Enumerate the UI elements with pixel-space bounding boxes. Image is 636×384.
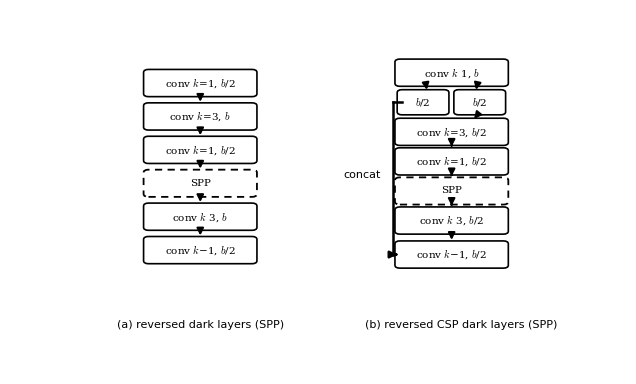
Text: conv $k$−1, $b$/2: conv $k$−1, $b$/2: [417, 248, 487, 262]
FancyBboxPatch shape: [395, 241, 508, 268]
Text: concat: concat: [343, 170, 381, 180]
Text: (b) reversed CSP dark layers (SPP): (b) reversed CSP dark layers (SPP): [365, 321, 558, 331]
FancyBboxPatch shape: [395, 59, 508, 86]
FancyBboxPatch shape: [397, 90, 449, 115]
FancyBboxPatch shape: [395, 118, 508, 146]
Text: conv $k$ 3, $b$: conv $k$ 3, $b$: [172, 210, 228, 223]
Text: conv $k$ 3, $b$/2: conv $k$ 3, $b$/2: [419, 214, 484, 227]
Text: conv $k$=1, $b$/2: conv $k$=1, $b$/2: [165, 143, 235, 157]
Text: (a) reversed dark layers (SPP): (a) reversed dark layers (SPP): [116, 321, 284, 331]
FancyBboxPatch shape: [144, 70, 257, 97]
FancyBboxPatch shape: [395, 207, 508, 234]
FancyBboxPatch shape: [144, 237, 257, 264]
FancyBboxPatch shape: [454, 90, 506, 115]
Text: conv $k$=1, $b$/2: conv $k$=1, $b$/2: [165, 76, 235, 90]
FancyBboxPatch shape: [144, 203, 257, 230]
FancyBboxPatch shape: [395, 177, 508, 205]
FancyBboxPatch shape: [144, 170, 257, 197]
Text: conv $k$ 1, $b$: conv $k$ 1, $b$: [424, 66, 480, 79]
Text: $b$/2: $b$/2: [472, 96, 488, 108]
FancyBboxPatch shape: [395, 148, 508, 175]
Text: SPP: SPP: [190, 179, 211, 188]
FancyBboxPatch shape: [144, 136, 257, 164]
Text: SPP: SPP: [441, 187, 462, 195]
Text: conv $k$=1, $b$/2: conv $k$=1, $b$/2: [417, 155, 487, 168]
Text: conv $k$=3, $b$: conv $k$=3, $b$: [169, 109, 231, 123]
Text: conv $k$−1, $b$/2: conv $k$−1, $b$/2: [165, 243, 235, 257]
Text: conv $k$=3, $b$/2: conv $k$=3, $b$/2: [417, 125, 487, 139]
Text: $b$/2: $b$/2: [415, 96, 431, 108]
FancyBboxPatch shape: [144, 103, 257, 130]
